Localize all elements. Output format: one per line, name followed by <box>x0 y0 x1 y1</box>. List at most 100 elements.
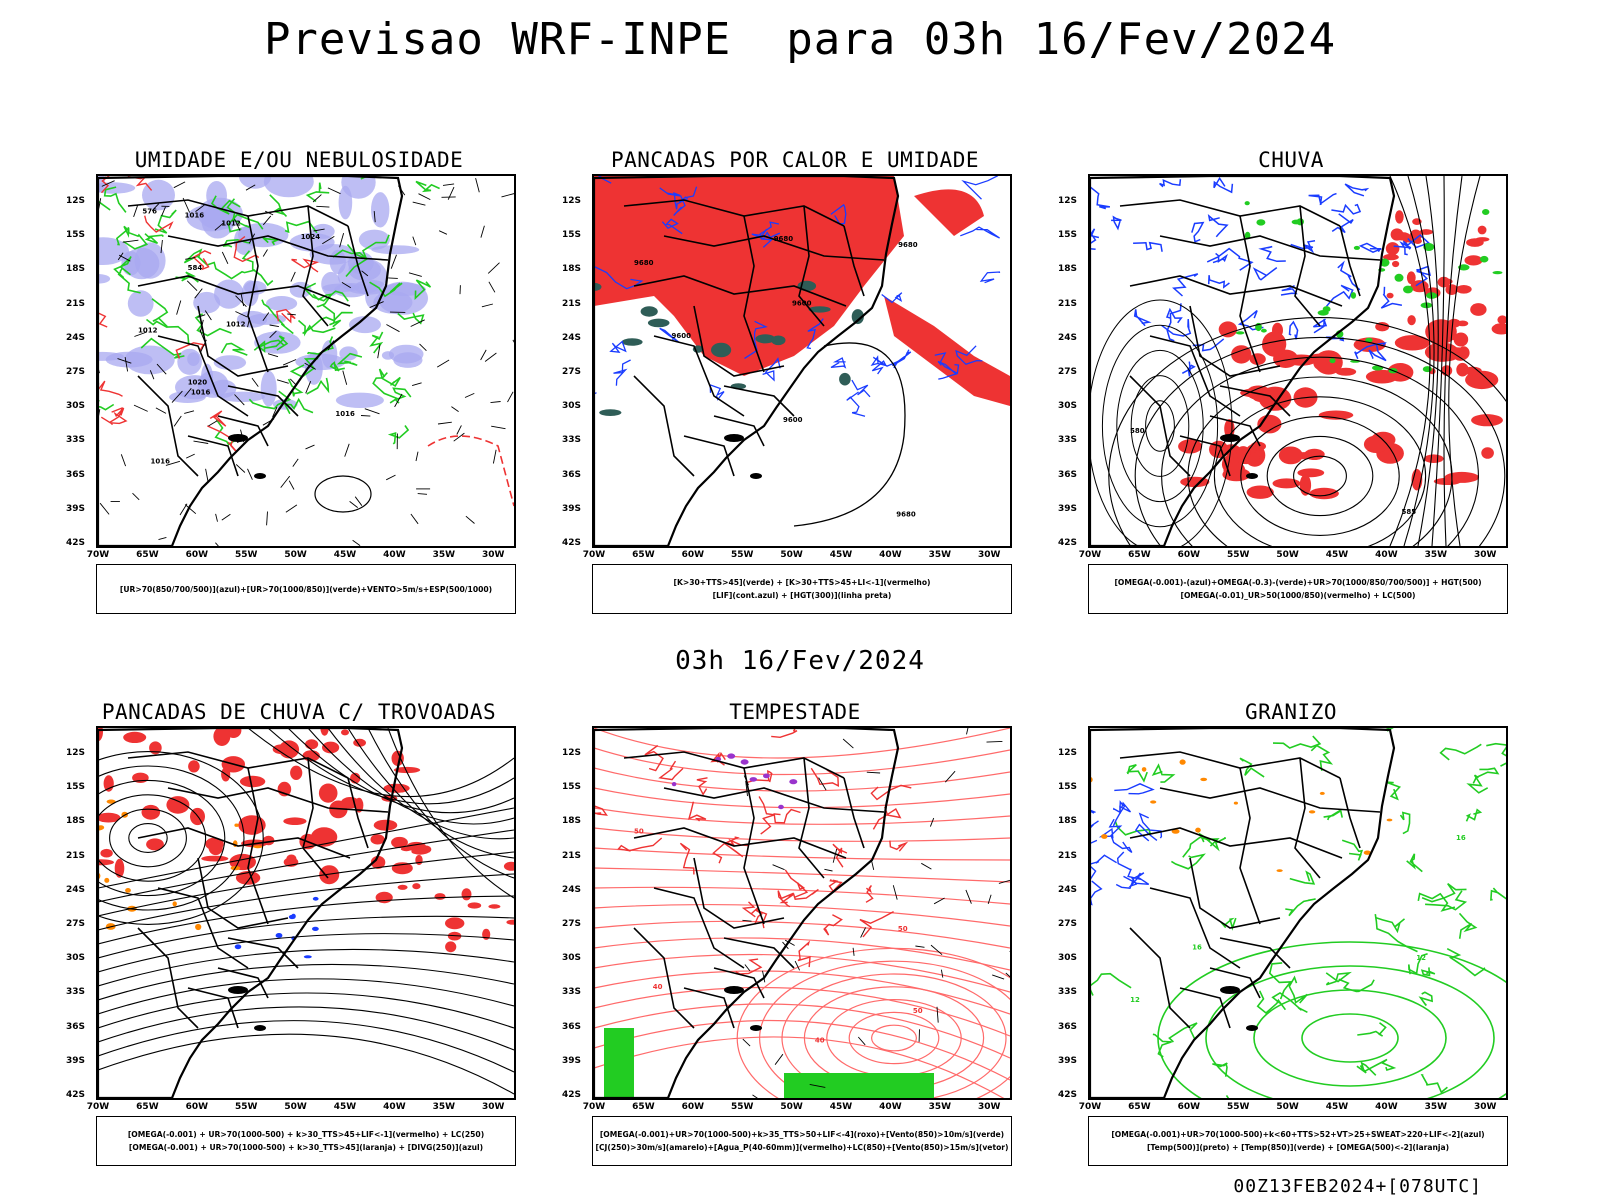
lat-tick-label: 36S <box>1058 1021 1078 1032</box>
shaded-area <box>373 819 398 831</box>
shaded-area <box>1440 278 1453 285</box>
wind-vector <box>411 382 422 387</box>
shaded-area <box>1492 271 1503 275</box>
lat-tick-label: 18S <box>66 816 86 827</box>
shaded-area <box>1457 320 1469 327</box>
shaded-area <box>266 296 298 311</box>
shaded-area <box>1235 331 1245 335</box>
contour-line <box>1159 178 1182 188</box>
shaded-area <box>146 838 164 851</box>
shaded-area <box>193 291 221 314</box>
wind-vector <box>251 377 259 387</box>
state-border <box>663 235 885 261</box>
lon-tick-label: 70W <box>1078 550 1102 560</box>
map-tempestade: 50 50 40 50 40 <box>592 726 1012 1100</box>
contour-line <box>960 226 1000 239</box>
contour-line <box>1344 183 1370 197</box>
state-border <box>247 215 269 373</box>
state-border <box>723 385 795 417</box>
lat-tick-label: 30S <box>562 401 582 412</box>
state-border <box>798 205 825 327</box>
contour-line <box>1090 972 1132 996</box>
streamline <box>98 948 514 987</box>
shaded-area <box>370 834 385 845</box>
state-border <box>1294 757 1321 879</box>
map-umidade: 1012 1012 1016 1016 1016 1020 1024 1016 576 584 10… <box>96 174 516 548</box>
wind-vector <box>134 331 147 337</box>
wind-vector <box>184 504 197 515</box>
contour-line <box>305 182 330 203</box>
wind-vector <box>447 186 455 200</box>
contour-line <box>1138 812 1163 839</box>
shaded-area <box>503 861 514 871</box>
streamline <box>594 1036 1005 1098</box>
shaded-area <box>98 812 121 823</box>
state-border <box>1209 967 1261 999</box>
streamline <box>594 807 1010 825</box>
wind-vector <box>99 502 110 515</box>
contour-line <box>1110 835 1133 853</box>
lon-tick-label: 55W <box>1226 1102 1250 1112</box>
state-border <box>1339 225 1361 297</box>
lon-tick-label: 60W <box>185 550 209 560</box>
lat-tick-label: 15S <box>66 782 86 793</box>
contour-line <box>1258 245 1286 263</box>
state-border <box>713 967 765 999</box>
lagoon <box>724 434 744 442</box>
wind-vector <box>276 379 289 384</box>
contour-line <box>594 265 644 290</box>
wind-core <box>604 1028 634 1098</box>
wind-vector <box>185 256 196 260</box>
streamline <box>1130 375 1190 477</box>
lat-tick-label: 39S <box>66 503 86 514</box>
shaded-area <box>1297 468 1325 478</box>
state-border <box>137 927 199 1029</box>
state-border <box>227 385 299 417</box>
shaded-area <box>434 893 446 900</box>
wind-vector <box>322 236 335 245</box>
state-border <box>1159 235 1381 261</box>
contour-line <box>1191 221 1205 243</box>
shaded-area <box>1278 446 1303 465</box>
streamline <box>1301 1013 1399 1063</box>
wind-vector <box>386 324 400 333</box>
contour-line <box>1285 898 1316 917</box>
shaded-area <box>1423 243 1435 251</box>
shaded-area <box>134 242 166 279</box>
contour-line <box>1225 1094 1230 1098</box>
shaded-area <box>1195 827 1201 833</box>
wind-vector <box>186 280 198 292</box>
wind-vector <box>262 215 272 226</box>
lat-tick-label: 27S <box>562 919 582 929</box>
state-border <box>187 987 239 1029</box>
lat-tick-label: 21S <box>66 850 86 861</box>
wind-vector <box>818 777 827 791</box>
wind-vector <box>986 740 1003 743</box>
lagoon <box>750 1025 762 1031</box>
wind-vector <box>98 198 102 209</box>
contour-line <box>1161 319 1192 337</box>
contour-label: 580 <box>1130 427 1145 435</box>
streamline <box>759 960 1010 1098</box>
contour-line <box>779 888 819 904</box>
state-border <box>157 335 249 417</box>
contour-label: 1016 <box>191 389 211 397</box>
lon-tick-label: 30W <box>977 1102 1001 1112</box>
shaded-area <box>98 274 111 284</box>
shaded-area <box>169 391 206 403</box>
wind-vector <box>316 205 330 208</box>
shaded-area <box>808 306 831 313</box>
shaded-area <box>1244 231 1251 240</box>
contour-label: 9680 <box>774 235 794 243</box>
wind-vector <box>361 270 369 277</box>
lagoon <box>1220 986 1240 994</box>
shaded-area <box>283 817 307 825</box>
shaded-area <box>377 281 428 315</box>
shaded-area <box>671 782 677 787</box>
lon-tick-label: 30W <box>977 550 1001 560</box>
panel-title: TEMPESTADE <box>729 700 861 724</box>
contour-line <box>1152 1033 1172 1058</box>
contour-line <box>677 186 698 205</box>
streamline <box>98 978 514 1015</box>
wind-vector <box>456 425 462 435</box>
